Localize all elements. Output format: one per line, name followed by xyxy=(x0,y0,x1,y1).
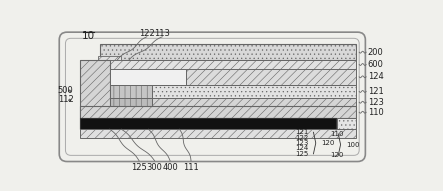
Text: 600: 600 xyxy=(368,60,384,69)
Bar xyxy=(109,69,186,85)
Text: 124: 124 xyxy=(368,72,384,81)
Bar xyxy=(80,60,356,70)
Bar xyxy=(152,85,356,98)
Text: 123: 123 xyxy=(295,140,309,146)
Text: 113: 113 xyxy=(155,29,170,38)
Text: 123: 123 xyxy=(368,98,384,107)
Bar xyxy=(80,118,336,129)
Text: 121: 121 xyxy=(368,87,384,96)
Bar xyxy=(337,118,356,129)
Text: 100: 100 xyxy=(346,142,360,148)
Text: 300: 300 xyxy=(147,163,163,172)
Text: 110: 110 xyxy=(330,131,343,137)
Bar xyxy=(80,129,356,138)
Bar xyxy=(186,69,356,85)
Text: 10: 10 xyxy=(82,31,94,41)
Text: 125: 125 xyxy=(295,151,309,157)
Text: 122: 122 xyxy=(139,29,155,38)
Text: 110: 110 xyxy=(368,108,384,117)
Bar xyxy=(109,85,152,98)
Bar xyxy=(80,60,109,129)
Text: 400: 400 xyxy=(162,163,178,172)
Text: 120: 120 xyxy=(330,152,343,158)
Text: 120: 120 xyxy=(321,140,334,146)
Bar xyxy=(109,98,152,106)
Text: 111: 111 xyxy=(183,163,199,172)
Text: 121: 121 xyxy=(295,129,309,135)
Text: 500: 500 xyxy=(58,86,74,95)
Text: 200: 200 xyxy=(368,48,384,57)
Text: 112: 112 xyxy=(58,96,74,104)
Text: 125: 125 xyxy=(131,163,147,172)
Text: 124: 124 xyxy=(295,145,309,151)
Bar xyxy=(98,56,121,60)
Bar xyxy=(80,106,356,118)
Bar xyxy=(100,45,356,60)
Text: 122: 122 xyxy=(295,135,309,141)
Bar xyxy=(152,98,356,106)
